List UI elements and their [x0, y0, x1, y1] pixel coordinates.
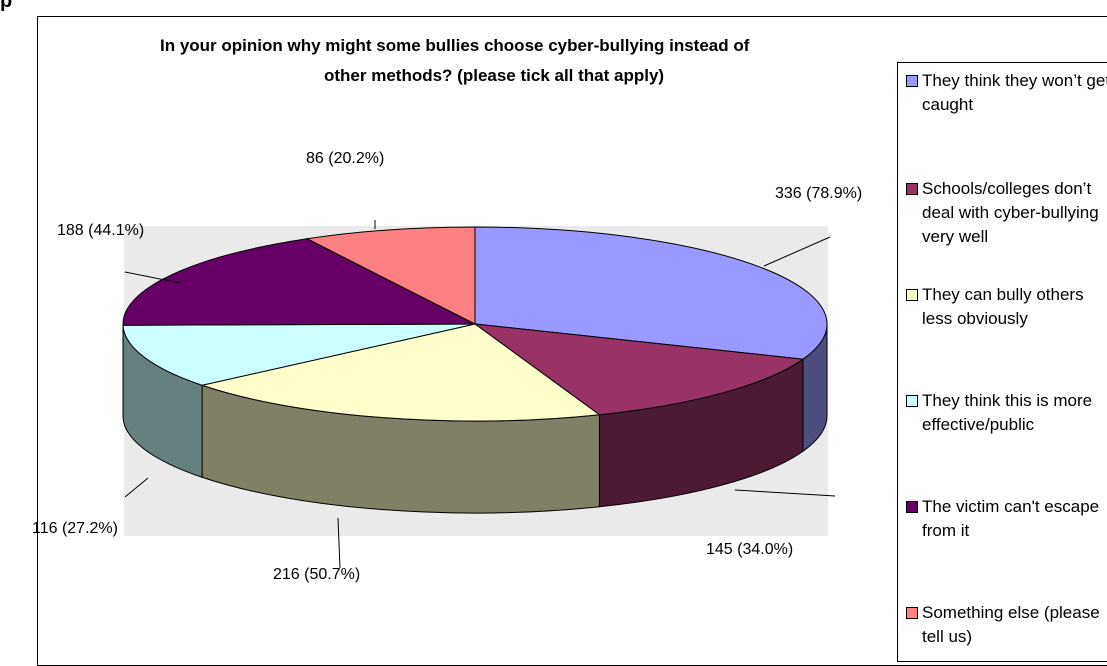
data-label: 216 (50.7%) — [273, 566, 360, 583]
legend-label: Something else (please tell us) — [922, 601, 1107, 649]
data-label: 145 (34.0%) — [706, 541, 793, 558]
legend-label: They think they won’t get caught — [922, 69, 1107, 117]
legend-swatch — [906, 607, 918, 619]
legend: They think they won’t get caught Schools… — [897, 62, 1107, 662]
legend-label: They can bully others less obviously — [922, 283, 1107, 331]
data-label: 188 (44.1%) — [57, 222, 144, 239]
data-label: 336 (78.9%) — [775, 185, 862, 202]
data-label: 86 (20.2%) — [306, 150, 384, 167]
data-label: 116 (27.2%) — [32, 520, 118, 537]
legend-label: Schools/colleges don’t deal with cyber-b… — [922, 177, 1107, 249]
legend-swatch — [906, 395, 918, 407]
chart-title-line-1: In your opinion why might some bullies c… — [160, 36, 749, 56]
legend-swatch — [906, 501, 918, 513]
legend-label: They think this is more effective/public — [922, 389, 1107, 437]
legend-swatch — [906, 75, 918, 87]
legend-swatch — [906, 289, 918, 301]
legend-swatch — [906, 183, 918, 195]
legend-label: The victim can't escape from it — [922, 495, 1107, 543]
chart-title-line-2: other methods? (please tick all that app… — [324, 66, 664, 86]
